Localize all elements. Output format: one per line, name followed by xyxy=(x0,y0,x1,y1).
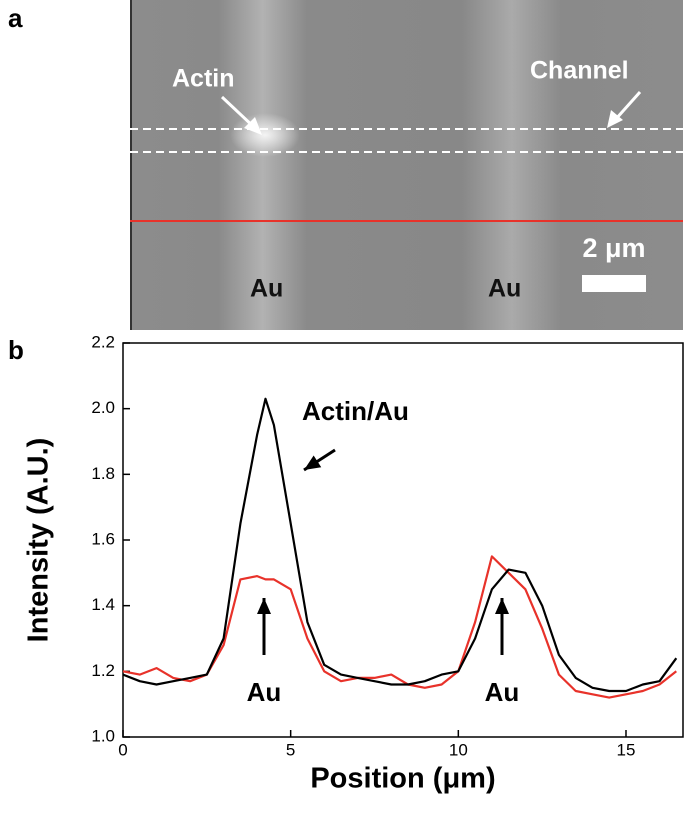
x-axis-label: Position (μm) xyxy=(310,763,495,795)
x-tick-label: 10 xyxy=(449,740,468,759)
panel-label: b xyxy=(8,335,24,365)
y-tick-label: 1.0 xyxy=(91,726,115,745)
data-line xyxy=(122,397,678,693)
arrow-head xyxy=(257,598,271,614)
label-au: Au xyxy=(250,275,283,303)
data-line xyxy=(122,555,677,699)
scale-bar xyxy=(582,275,646,292)
y-axis-label: Intensity (A.U.) xyxy=(23,438,55,643)
annotation: Au xyxy=(247,677,282,707)
arrow-head xyxy=(244,117,262,135)
y-tick-label: 2.2 xyxy=(91,332,115,351)
x-tick-label: 15 xyxy=(617,740,636,759)
y-tick-label: 1.6 xyxy=(91,529,115,548)
arrow-head xyxy=(304,455,322,470)
x-tick-label: 5 xyxy=(286,740,295,759)
arrow xyxy=(613,91,642,121)
panel-label: a xyxy=(8,3,23,33)
annotation: Au xyxy=(485,677,520,707)
arrow-head xyxy=(607,110,623,128)
x-tick-label: 0 xyxy=(118,740,127,759)
arrow-head xyxy=(495,598,509,614)
y-tick-label: 1.2 xyxy=(91,661,115,680)
label-channel: Channel xyxy=(530,57,629,85)
actin-spot xyxy=(230,113,300,157)
scale-bar-label: 2 μm xyxy=(582,233,645,263)
y-tick-label: 1.8 xyxy=(91,464,115,483)
annotation: Actin/Au xyxy=(302,396,409,426)
y-tick-label: 2.0 xyxy=(91,398,115,417)
y-tick-label: 1.4 xyxy=(91,595,115,614)
label-au: Au xyxy=(488,275,521,303)
label-actin: Actin xyxy=(172,65,235,93)
